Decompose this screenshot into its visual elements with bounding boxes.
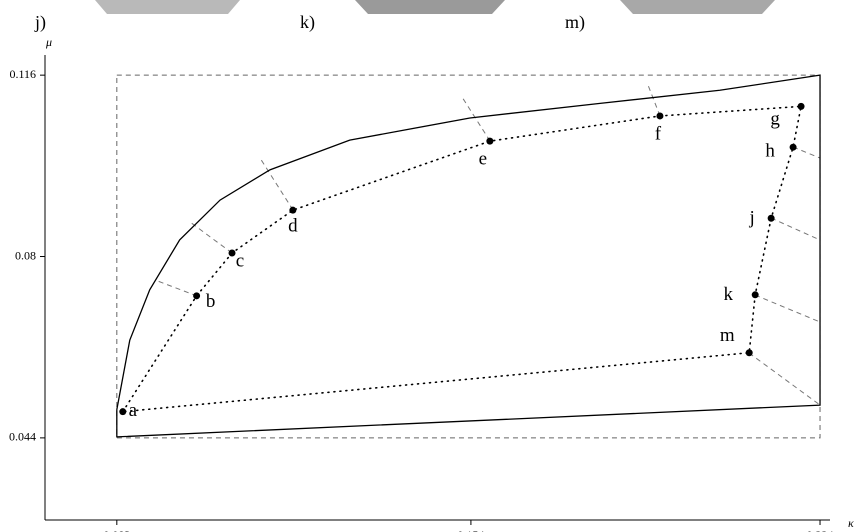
dotted-path bbox=[123, 106, 801, 411]
point-label: b bbox=[206, 291, 216, 312]
point bbox=[798, 103, 805, 110]
y-axis-label: μ bbox=[45, 35, 52, 49]
y-tick-label: 0.08 bbox=[15, 248, 36, 262]
point-label: d bbox=[288, 216, 298, 237]
connector bbox=[749, 353, 820, 405]
point bbox=[229, 249, 236, 256]
point-label: e bbox=[479, 149, 487, 170]
point-label: j bbox=[749, 208, 755, 229]
panel-image bbox=[95, 0, 240, 14]
point-label: k bbox=[723, 284, 733, 305]
connector bbox=[190, 222, 232, 253]
point bbox=[486, 138, 493, 145]
connector bbox=[155, 280, 197, 296]
y-tick-label: 0.116 bbox=[9, 67, 36, 81]
point-label: g bbox=[770, 109, 780, 130]
connector bbox=[648, 85, 660, 116]
point bbox=[289, 207, 296, 214]
x-tick-label: 0.154 bbox=[457, 528, 484, 532]
x-axis-label: κ bbox=[848, 516, 854, 530]
connector bbox=[755, 295, 820, 322]
boundary-curve bbox=[117, 75, 820, 437]
chart: j) k) m) μ κ 0.083 0.154 0.224 0.116 0.08 0.0… bbox=[0, 0, 857, 532]
y-tick-label: 0.044 bbox=[9, 430, 36, 444]
panel-label: j) bbox=[34, 12, 46, 33]
point bbox=[790, 144, 797, 151]
point bbox=[193, 292, 200, 299]
point-label: c bbox=[236, 250, 244, 271]
bounding-box bbox=[117, 75, 820, 438]
panel-label: m) bbox=[565, 12, 585, 33]
point-label: a bbox=[129, 400, 138, 421]
panel-image bbox=[620, 0, 775, 14]
connector bbox=[260, 158, 293, 210]
x-tick-label: 0.224 bbox=[807, 528, 834, 532]
connector bbox=[793, 147, 820, 158]
point-label: h bbox=[765, 141, 775, 162]
panel-label: k) bbox=[300, 12, 315, 33]
point bbox=[746, 349, 753, 356]
point bbox=[752, 291, 759, 298]
point-label: m bbox=[720, 325, 735, 346]
point-label: f bbox=[655, 123, 662, 144]
connector bbox=[771, 218, 820, 240]
point bbox=[768, 215, 775, 222]
x-tick-label: 0.083 bbox=[103, 528, 130, 532]
point bbox=[656, 112, 663, 119]
panel-image bbox=[355, 0, 505, 14]
connectors bbox=[155, 85, 820, 405]
point bbox=[119, 408, 126, 415]
